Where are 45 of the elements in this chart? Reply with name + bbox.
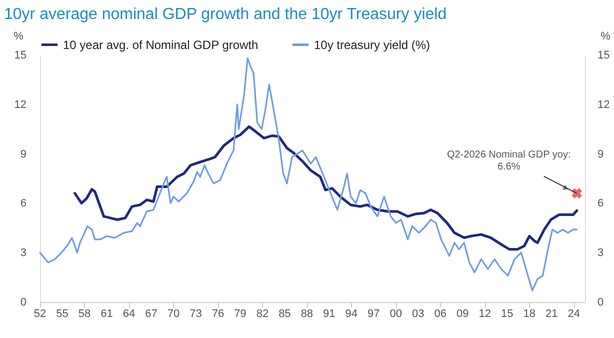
chart-title: 10yr average nominal GDP growth and the 10yr Treasury yield bbox=[4, 6, 447, 23]
y-axis-title: % bbox=[14, 30, 24, 42]
legend-label: 10 year avg. of Nominal GDP growth bbox=[63, 38, 258, 52]
y2-axis-title: % bbox=[600, 30, 611, 42]
y-tick-label: 3 bbox=[20, 247, 26, 260]
x-tick-label: 94 bbox=[345, 308, 358, 320]
y2-tick-label: 6 bbox=[598, 198, 604, 210]
line-series bbox=[74, 125, 578, 251]
x-tick-label: 12 bbox=[478, 308, 492, 320]
x-tick-label: 73 bbox=[190, 308, 202, 320]
x-tick-label: 52 bbox=[34, 308, 46, 320]
x-tick-label: 91 bbox=[323, 308, 336, 320]
y-tick-label: 15 bbox=[14, 50, 26, 62]
x-tick-label: 85 bbox=[278, 308, 291, 320]
y2-tick-label: 3 bbox=[598, 247, 604, 260]
x-tick-label: 64 bbox=[122, 308, 136, 320]
x-tick-label: 67 bbox=[145, 308, 158, 320]
y-tick-label: 12 bbox=[14, 98, 26, 111]
x-tick-label: 97 bbox=[368, 308, 380, 320]
y2-tick-label: 15 bbox=[598, 50, 610, 62]
x-tick-label: 61 bbox=[100, 308, 113, 320]
y2-tick-label: 9 bbox=[598, 148, 604, 160]
y-tick-label: 6 bbox=[20, 198, 26, 210]
x-tick-label: 18 bbox=[523, 308, 536, 320]
x-tick-label: 88 bbox=[300, 308, 314, 320]
x-tick-label: 15 bbox=[501, 308, 514, 320]
line-series bbox=[39, 57, 578, 292]
x-tick-label: 82 bbox=[256, 308, 269, 320]
x-tick-label: 09 bbox=[456, 308, 469, 320]
y-tick-label: 0 bbox=[20, 296, 26, 308]
x-tick-label: 58 bbox=[78, 308, 91, 320]
x-tick-label: 24 bbox=[568, 308, 580, 320]
x-tick-label: 03 bbox=[412, 308, 424, 320]
annotation: Q2-2026 Nominal GDP yoy: 6.6% bbox=[446, 149, 571, 172]
x-tick-label: 06 bbox=[434, 308, 447, 320]
x-tick-label: 55 bbox=[56, 308, 68, 320]
x-tick-label: 00 bbox=[390, 308, 402, 320]
x-tick-label: 21 bbox=[546, 308, 558, 320]
x-tick-label: 70 bbox=[167, 308, 180, 320]
y2-tick-label: 12 bbox=[598, 98, 610, 111]
y2-tick-label: 0 bbox=[598, 296, 604, 308]
y-tick-label: 9 bbox=[20, 148, 26, 160]
x-tick-label: 79 bbox=[234, 308, 246, 320]
x-tick-label: 76 bbox=[212, 308, 224, 320]
legend-label: 10y treasury yield (%) bbox=[314, 38, 430, 52]
